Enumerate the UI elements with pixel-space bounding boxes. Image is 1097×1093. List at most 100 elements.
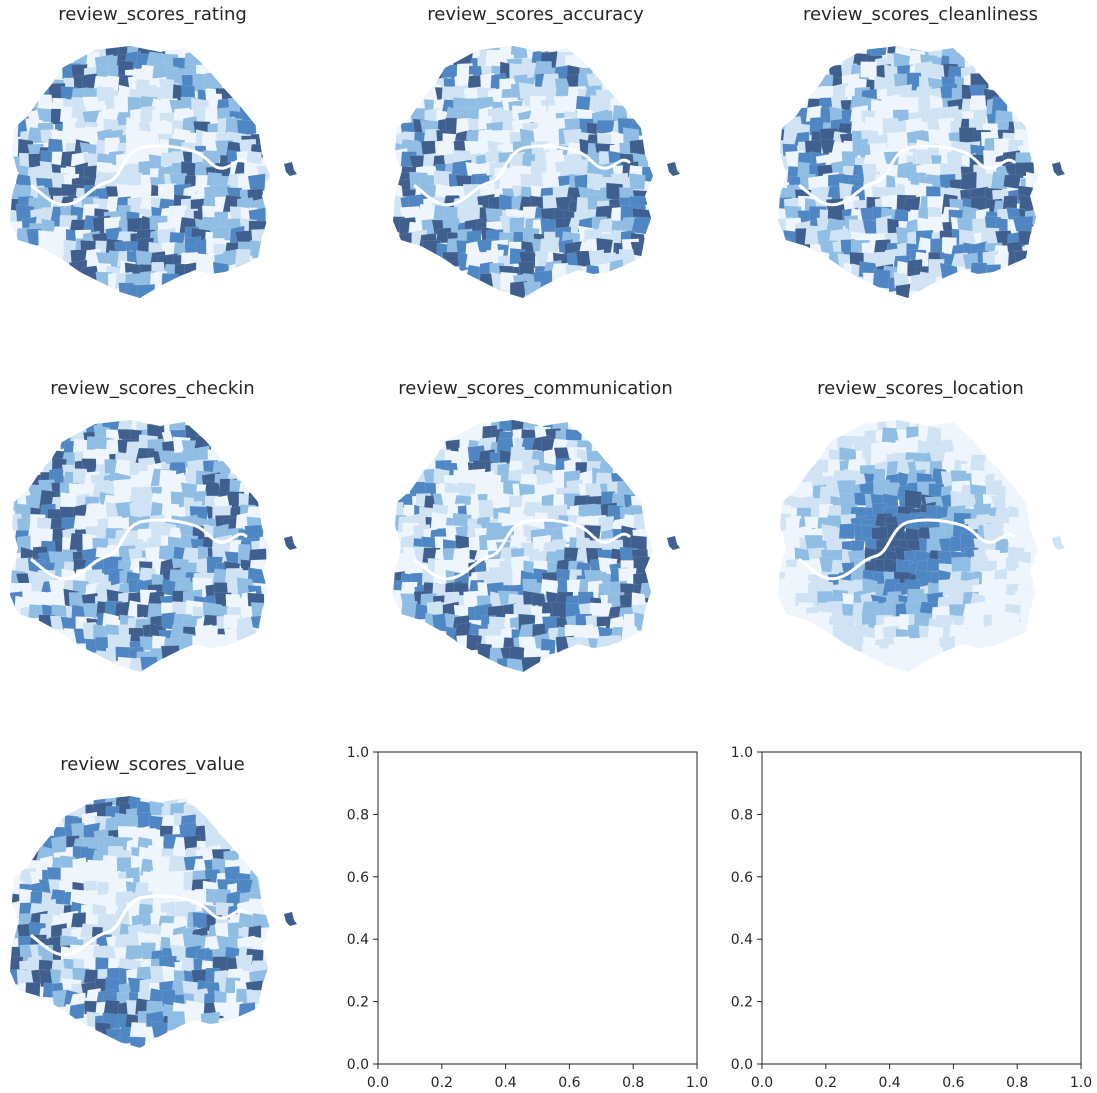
map-region [167,1010,186,1031]
map-region [629,139,647,156]
map-region [838,523,856,540]
x-tick-label: 1.0 [1070,1075,1092,1091]
map-region [161,273,179,291]
map-islet [667,162,680,176]
map-panel-accuracy: review_scores_accuracy [383,0,688,300]
map-region [476,643,493,663]
y-tick-label: 0.8 [731,807,753,823]
map-region [184,262,197,280]
river-thames [798,518,1016,581]
map-region [897,661,916,672]
x-tick-label: 0.8 [622,1075,644,1091]
choropleth-map [778,420,1065,672]
map-islet [284,162,297,176]
map-region [247,567,266,584]
map-region [200,1011,221,1029]
map-region [48,589,65,606]
map-panel-checkin: review_scores_checkin [0,374,305,674]
map-region [872,269,891,289]
y-tick-label: 0.8 [347,807,369,823]
map-region [586,172,604,190]
map-region [160,645,180,665]
y-tick-label: 0.2 [731,995,753,1011]
panel-title: review_scores_accuracy [427,4,644,25]
y-tick-label: 0.0 [731,1057,753,1073]
map-panel-rating: review_scores_rating [0,0,305,300]
map-region [140,656,158,672]
map-region [158,544,175,561]
map-region [895,283,911,298]
panel-title: review_scores_value [60,754,245,775]
map-islet [667,536,680,550]
map-region [959,171,979,190]
map-region [917,271,937,291]
x-tick-label: 0.6 [942,1075,964,1091]
map-region [971,469,988,485]
map-region [236,119,257,137]
y-tick-label: 0.6 [347,870,369,886]
map-region [926,62,945,79]
map-region [203,71,223,91]
y-tick-label: 0.4 [731,932,753,948]
map-region [628,173,646,190]
x-tick-label: 0.6 [558,1075,580,1091]
x-tick-label: 0.4 [494,1075,516,1091]
choropleth-map [10,420,297,672]
map-region [216,634,234,652]
y-tick-label: 0.2 [347,995,369,1011]
map-region [250,239,269,259]
y-tick-label: 0.6 [731,870,753,886]
choropleth-map [10,796,297,1048]
river-thames [30,894,248,957]
map-islet [1052,162,1065,176]
map-region [509,280,528,298]
map-islet [284,536,297,550]
map-region [930,646,944,663]
map-region [986,634,1005,653]
map-region [915,149,932,165]
map-region [870,46,888,58]
panel-title: review_scores_location [817,378,1024,399]
map-region [794,481,813,498]
map-region [904,489,922,509]
map-region [234,249,251,268]
map-region [969,95,987,112]
river-thames [413,144,631,207]
panel-title: review_scores_cleanliness [803,4,1038,25]
river-thames [30,144,248,207]
map-region [781,605,801,622]
map-islet [1052,536,1065,550]
map-region [1006,623,1026,641]
map-region [496,570,514,587]
map-islet [284,912,297,926]
map-region [1014,589,1033,605]
y-tick-label: 1.0 [347,745,369,761]
choropleth-map [778,46,1065,298]
map-region [1015,567,1034,585]
map-region [157,183,177,199]
panel-title: review_scores_communication [398,378,673,399]
map-region [236,627,257,645]
map-region [985,264,1001,281]
map-region [860,61,878,78]
panel-title: review_scores_checkin [50,378,255,399]
map-region [400,601,418,622]
map-region [521,656,541,672]
map-panel-location: review_scores_location [768,374,1073,674]
axes-frame [761,751,1082,1065]
map-region [247,173,266,191]
choropleth-map [393,46,680,298]
x-tick-label: 0.2 [815,1075,837,1091]
x-tick-label: 0.0 [751,1075,773,1091]
map-region [1012,216,1034,233]
map-region [137,284,156,298]
y-tick-label: 0.0 [347,1057,369,1073]
map-region [251,913,270,930]
map-region [442,251,461,267]
map-region [128,1036,146,1048]
river-thames [413,518,631,581]
choropleth-map [10,46,297,298]
panel-title: review_scores_rating [58,4,247,25]
river-thames [798,144,1016,207]
x-tick-label: 1.0 [686,1075,708,1091]
